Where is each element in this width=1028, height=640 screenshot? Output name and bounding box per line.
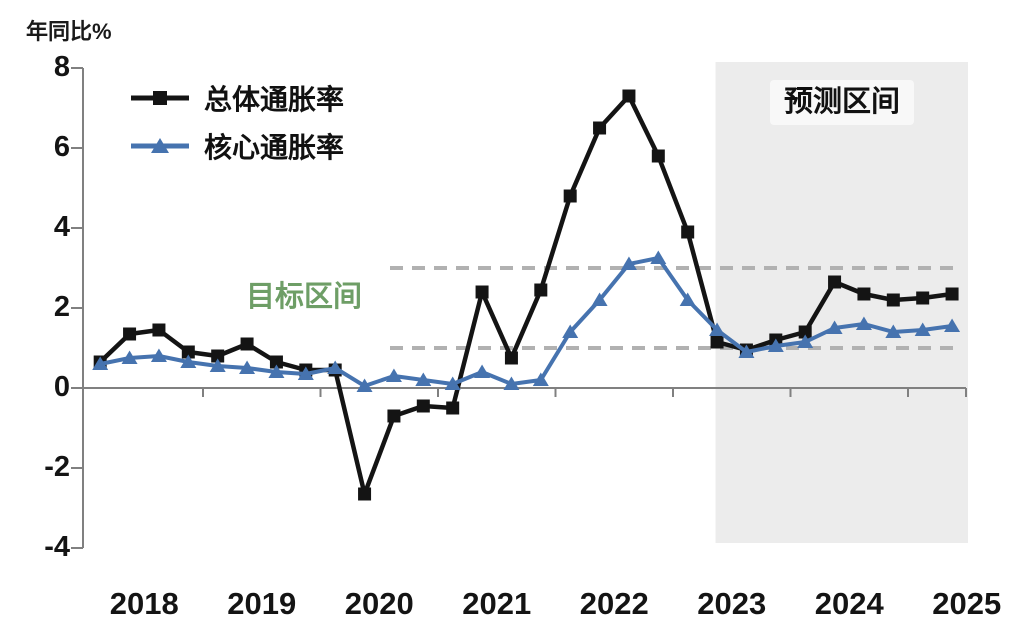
headline-marker [886, 293, 900, 307]
headline-marker [710, 335, 724, 349]
y-tick-label: -2 [44, 451, 70, 483]
core-marker [679, 292, 696, 306]
core-marker [591, 292, 608, 306]
core-series-line [99, 256, 953, 388]
core-marker [150, 348, 167, 362]
x-year-label: 2020 [344, 586, 414, 621]
core-marker [767, 338, 784, 352]
forecast-region [715, 62, 968, 543]
headline-marker [651, 149, 665, 163]
headline-marker [475, 285, 489, 299]
headline-marker [269, 355, 283, 369]
chart-legend: 总体通胀率 核心通胀率 [130, 84, 344, 165]
headline-marker [945, 287, 959, 301]
headline-marker [563, 189, 577, 203]
y-tick-label: -4 [44, 531, 70, 563]
core-marker [885, 324, 902, 338]
core-marker [209, 358, 226, 372]
core-marker [239, 360, 256, 374]
core-marker [562, 324, 579, 338]
core-marker [180, 354, 197, 368]
x-year-label: 2018 [109, 586, 179, 621]
headline-marker [916, 291, 930, 305]
headline-series-marker-icon [130, 87, 190, 114]
legend-label-headline: 总体通胀率 [204, 85, 345, 116]
x-year-label: 2019 [227, 586, 297, 621]
legend-label-core: 核心通胀率 [204, 132, 345, 164]
legend-item-headline: 总体通胀率 [130, 84, 344, 118]
headline-marker [387, 409, 401, 423]
core-marker [297, 366, 314, 380]
core-marker [415, 372, 432, 386]
x-year-label: 2025 [932, 586, 1002, 621]
target-band-label: 目标区间 [246, 281, 363, 313]
core-marker [92, 356, 109, 370]
headline-marker [446, 401, 460, 415]
headline-marker [681, 225, 695, 239]
core-series-marker-icon [130, 135, 190, 162]
core-marker [356, 378, 373, 392]
headline-marker [152, 323, 166, 337]
core-marker [268, 364, 285, 378]
core-marker [944, 318, 961, 332]
core-marker [797, 334, 814, 348]
x-year-label: 2022 [579, 586, 649, 621]
headline-marker [416, 399, 430, 413]
core-marker [620, 256, 637, 270]
legend-item-core: 核心通胀率 [130, 132, 344, 166]
headline-marker [211, 349, 225, 363]
headline-marker [534, 283, 548, 297]
headline-marker [504, 351, 518, 365]
y-tick-label: 6 [53, 131, 70, 163]
headline-marker [593, 121, 607, 135]
x-year-label: 2023 [697, 586, 767, 621]
x-year-label: 2024 [814, 586, 884, 621]
y-tick-label: 2 [53, 291, 70, 323]
core-marker [474, 364, 491, 378]
core-marker [503, 376, 520, 390]
core-marker [121, 350, 138, 364]
headline-marker [828, 275, 842, 289]
y-axis-unit-label: 年同比% [26, 19, 112, 44]
core-marker [444, 376, 461, 390]
core-marker [709, 322, 726, 336]
core-marker [385, 368, 402, 382]
headline-marker [123, 327, 137, 341]
core-marker [650, 250, 667, 264]
x-year-label: 2021 [462, 586, 532, 621]
forecast-region-label: 预测区间 [770, 80, 915, 125]
headline-marker [622, 89, 636, 103]
y-tick-label: 0 [53, 371, 70, 403]
core-marker [914, 322, 931, 336]
y-tick-label: 8 [53, 51, 70, 83]
core-marker [855, 316, 872, 330]
core-marker [826, 320, 843, 334]
headline-marker [857, 287, 871, 301]
core-marker [327, 360, 344, 374]
y-tick-label: 4 [53, 211, 70, 243]
headline-marker [798, 325, 812, 339]
core-marker [532, 372, 549, 386]
headline-marker [358, 487, 372, 501]
headline-marker [240, 337, 254, 351]
headline-marker [181, 345, 195, 359]
core-marker [738, 344, 755, 358]
